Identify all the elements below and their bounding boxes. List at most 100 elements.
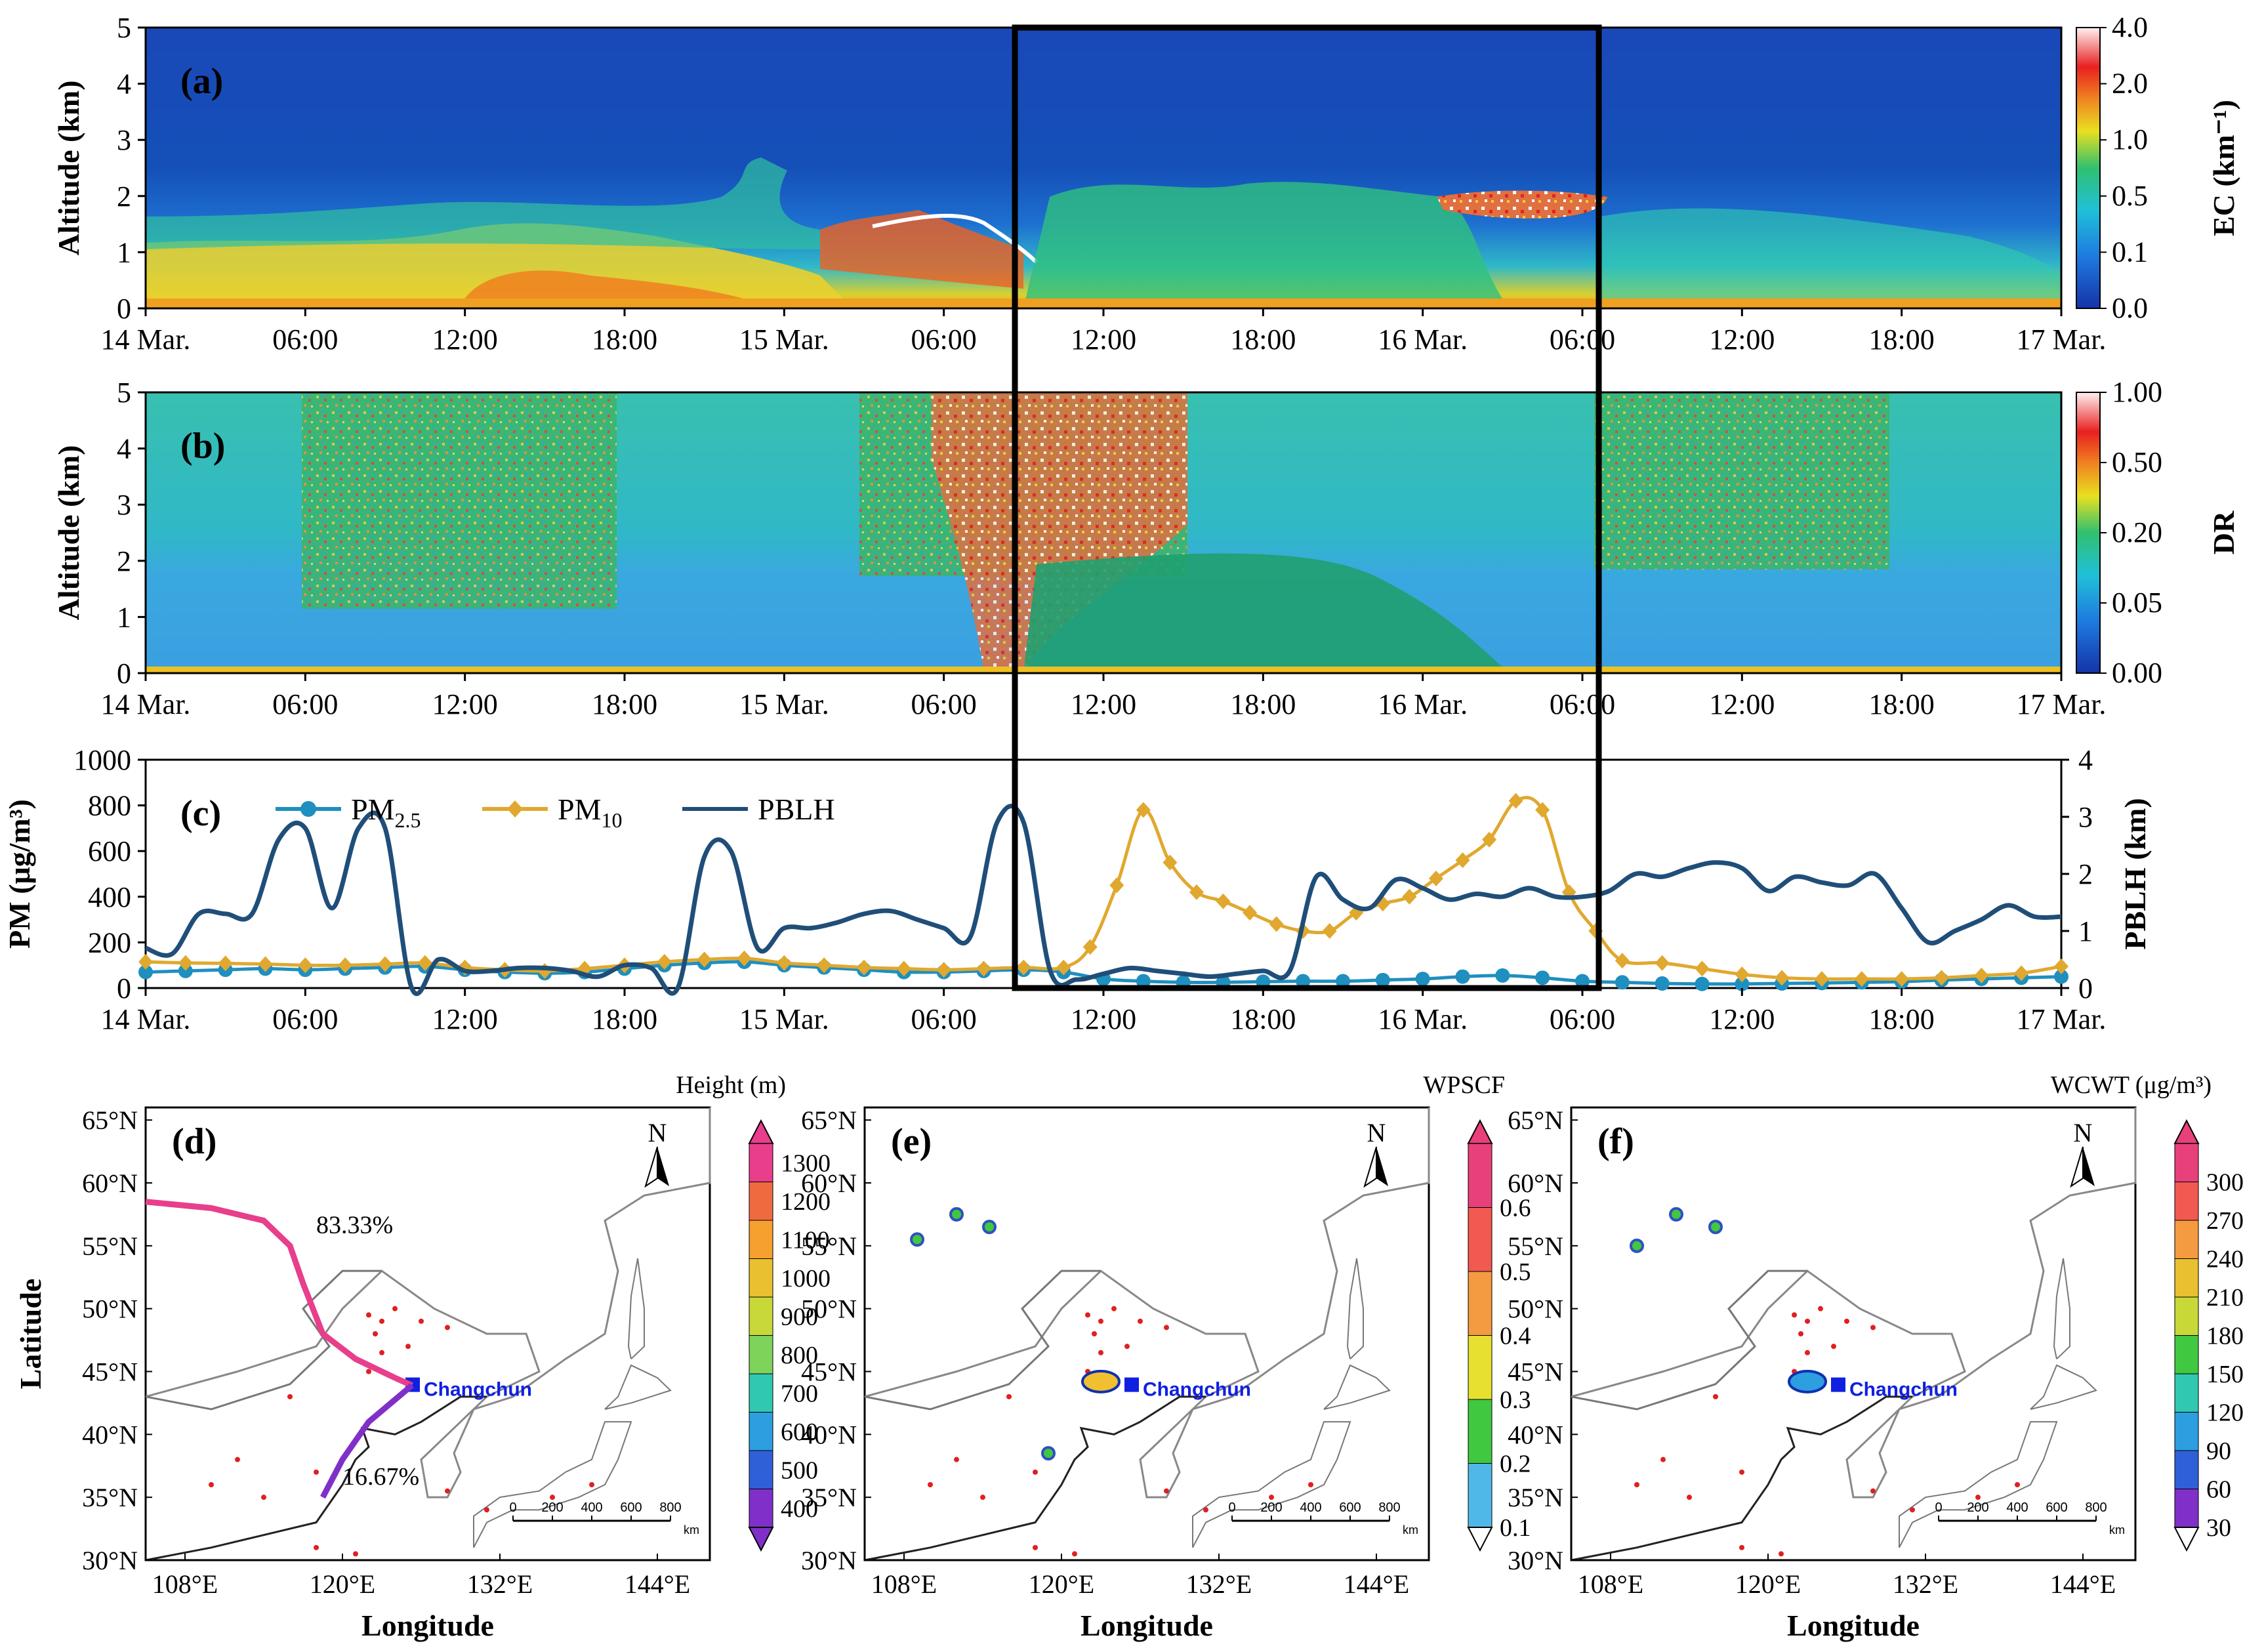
colorbar-tick-label: 400: [781, 1495, 818, 1523]
x-tick-label: 18:00: [592, 1003, 657, 1035]
scale-label: 200: [541, 1500, 563, 1515]
north-label: N: [648, 1118, 667, 1147]
lat-tick-label: 30°N: [82, 1546, 138, 1575]
colorbar-tick-label: 0.4: [1500, 1323, 1531, 1350]
point-pm10: [1775, 970, 1790, 986]
fire-spot: [1713, 1394, 1718, 1399]
sakhalin-coast: [1346, 1258, 1364, 1360]
fire-spot: [1975, 1495, 1981, 1500]
x-tick-label: 17 Mar.: [2017, 323, 2107, 356]
lat-tick-label: 55°N: [1508, 1231, 1563, 1261]
y-right-tick-label: 1: [2078, 915, 2093, 947]
north-arrow-outline: [2070, 1146, 2084, 1188]
fire-spot: [445, 1325, 450, 1331]
colorbar-tick-label: 270: [2206, 1207, 2244, 1235]
fire-spot: [1164, 1488, 1169, 1494]
lat-tick-label: 55°N: [82, 1231, 138, 1261]
point-pm25: [1655, 976, 1670, 991]
colorbar-segment: [1468, 1463, 1492, 1528]
hotspot-dot: [1708, 1220, 1723, 1235]
hotspot: [1788, 1369, 1827, 1394]
point-pm10: [1109, 877, 1124, 894]
point-pm25: [178, 963, 193, 978]
fire-spot: [261, 1495, 266, 1500]
y-left-tick-label: 400: [88, 881, 131, 913]
x-tick-label: 06:00: [911, 323, 977, 356]
fire-spot: [1739, 1469, 1744, 1475]
point-pm10: [1934, 970, 1949, 986]
y-axis-label: Altitude (km): [52, 445, 85, 620]
point-pm10: [936, 962, 951, 978]
lat-tick-label: 60°N: [801, 1168, 857, 1198]
x-tick-label: 06:00: [911, 1003, 977, 1035]
fire-spot: [1844, 1318, 1849, 1324]
point-pm10: [1455, 852, 1470, 869]
fire-spot: [209, 1482, 214, 1487]
lat-tick-label: 40°N: [1508, 1420, 1563, 1449]
lat-tick-label: 30°N: [801, 1546, 857, 1575]
colorbar-tick-label: 0.1: [1500, 1514, 1531, 1542]
scale-label: 0: [509, 1500, 516, 1515]
point-pm10: [1082, 939, 1098, 955]
point-pm10: [1322, 923, 1337, 939]
panel-b-surface-band: [146, 667, 2061, 673]
x-tick-label: 12:00: [432, 688, 498, 720]
point-pm10: [697, 951, 712, 968]
x-tick-label: 18:00: [1230, 688, 1296, 720]
point-pm25: [1535, 970, 1550, 985]
x-tick-label: 06:00: [272, 323, 338, 356]
colorbar-cap-top: [2173, 1119, 2200, 1144]
colorbar-segment: [749, 1335, 773, 1374]
lon-tick-label: 132°E: [1893, 1569, 1958, 1599]
north-arrow-outline: [1363, 1146, 1377, 1188]
colorbar-cap-top: [1467, 1119, 1493, 1144]
hokkaido-coast: [2030, 1364, 2097, 1410]
point-pm10: [1428, 870, 1443, 886]
colorbar-segment: [1468, 1399, 1492, 1464]
lat-tick-label: 40°N: [82, 1420, 138, 1449]
colorbar-segment: [2174, 1143, 2199, 1182]
north-arrow-outline: [644, 1146, 658, 1188]
site-label: Changchun: [424, 1379, 532, 1401]
sakhalin-coast: [2053, 1258, 2070, 1360]
lon-tick-label: 132°E: [1186, 1569, 1252, 1599]
colorbar-segment: [2174, 1258, 2199, 1298]
colorbar-tick-label: 30: [2206, 1514, 2231, 1542]
hotspot: [1081, 1369, 1121, 1394]
fire-spot: [1779, 1551, 1784, 1557]
panel-label: (a): [180, 61, 223, 102]
colorbar-tick-label: 1200: [781, 1188, 831, 1216]
colorbar-tick-label: 0.0: [2112, 292, 2148, 324]
fire-spot: [366, 1312, 371, 1318]
scale-unit: km: [2109, 1523, 2125, 1537]
lon-tick-label: 144°E: [2050, 1569, 2116, 1599]
lon-tick-label: 108°E: [1578, 1569, 1643, 1599]
point-pm10: [218, 955, 233, 972]
lon-tick-label: 120°E: [1029, 1569, 1094, 1599]
panel-label: (b): [180, 426, 225, 466]
y-right-tick-label: 0: [2078, 972, 2093, 1004]
x-tick-label: 06:00: [1550, 1003, 1615, 1035]
x-tick-label: 15 Mar.: [739, 1003, 829, 1035]
series-line-pblh: [144, 804, 2062, 997]
colorbar-segment: [749, 1296, 773, 1336]
x-tick-label: 06:00: [911, 688, 977, 720]
legend-marker: [507, 800, 523, 817]
trajectory-annotation: 83.33%: [316, 1212, 393, 1239]
fire-spot: [1098, 1350, 1103, 1355]
colorbar-segment: [749, 1450, 773, 1489]
point-pm10: [1056, 959, 1071, 976]
map-x-axis-label: Longitude: [1787, 1609, 1920, 1642]
point-pm10: [857, 959, 871, 976]
point-pm25: [138, 964, 153, 980]
colorbar-tick-label: 0.5: [1500, 1258, 1531, 1286]
hotspot-dot: [982, 1220, 997, 1235]
colorbar-label: EC (km⁻¹): [2207, 100, 2240, 236]
point-pm10: [258, 956, 273, 972]
province-border: [145, 1395, 487, 1561]
fire-spot: [314, 1544, 319, 1550]
y-tick-label: 0: [117, 293, 131, 325]
scale-label: 0: [1935, 1500, 1942, 1515]
point-pm10: [1163, 854, 1178, 871]
